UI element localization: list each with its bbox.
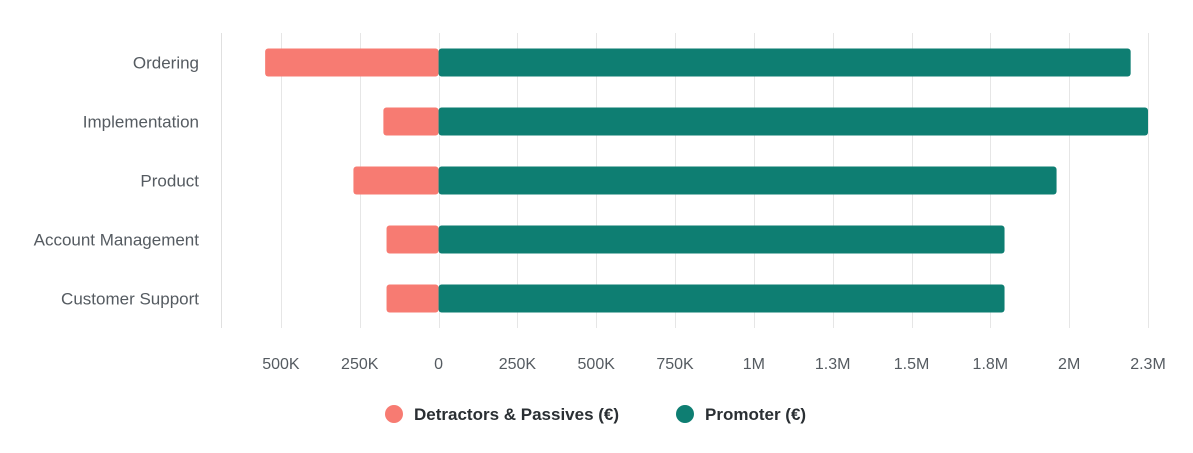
bar-promoter-account-management[interactable] <box>438 225 1005 254</box>
legend-marker-promoter <box>676 405 694 423</box>
legend-label-detractors: Detractors & Passives (€) <box>414 405 619 424</box>
x-tick-label-10: 2M <box>1058 356 1080 373</box>
legend-marker-detractors <box>385 405 403 423</box>
x-tick-label-4: 500K <box>578 356 616 373</box>
x-tick-label-1: 250K <box>341 356 379 373</box>
bar-detractors-product[interactable] <box>353 166 439 195</box>
bar-detractors-customer-support[interactable] <box>386 284 439 313</box>
x-tick-label-2: 0 <box>434 356 443 373</box>
x-tick-label-5: 750K <box>656 356 694 373</box>
x-tick-label-11: 2.3M <box>1130 356 1166 373</box>
legend-label-promoter: Promoter (€) <box>705 405 806 424</box>
bar-promoter-ordering[interactable] <box>438 48 1131 77</box>
x-tick-label-9: 1.8M <box>973 356 1009 373</box>
x-tick-label-3: 250K <box>499 356 537 373</box>
bar-detractors-account-management[interactable] <box>386 225 439 254</box>
legend[interactable]: Detractors & Passives (€) Promoter (€) <box>385 405 806 424</box>
x-tick-label-7: 1.3M <box>815 356 851 373</box>
x-tick-label-8: 1.5M <box>894 356 930 373</box>
category-label-customer-support: Customer Support <box>61 290 199 309</box>
bar-promoter-implementation[interactable] <box>438 107 1148 136</box>
x-tick-labels: 500K 250K 0 250K 500K 750K 1M 1.3M 1.5M 1.8M 2M 2.3… <box>262 356 1166 373</box>
x-tick-label-0: 500K <box>262 356 300 373</box>
category-label-implementation: Implementation <box>83 113 199 132</box>
category-label-account-management: Account Management <box>34 231 200 250</box>
bars <box>265 48 1148 313</box>
bar-promoter-customer-support[interactable] <box>438 284 1005 313</box>
bar-detractors-ordering[interactable] <box>265 48 439 77</box>
category-label-ordering: Ordering <box>133 54 199 73</box>
legend-item-promoter[interactable]: Promoter (€) <box>676 405 806 424</box>
category-labels: Ordering Implementation Product Account Man… <box>34 54 200 309</box>
legend-item-detractors[interactable]: Detractors & Passives (€) <box>385 405 619 424</box>
bar-detractors-implementation[interactable] <box>383 107 439 136</box>
category-label-product: Product <box>140 172 199 191</box>
bar-promoter-product[interactable] <box>438 166 1057 195</box>
x-tick-label-6: 1M <box>743 356 765 373</box>
